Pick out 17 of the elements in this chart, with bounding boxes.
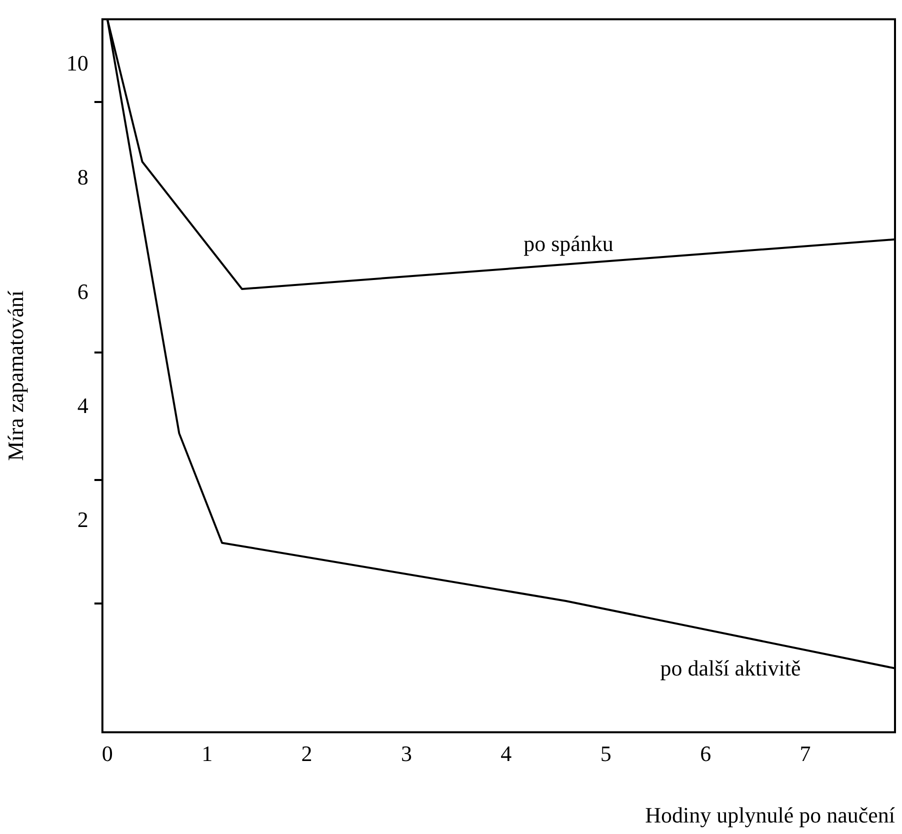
y-tick-label: 10 (66, 50, 88, 76)
x-tick-label: 4 (500, 741, 512, 766)
x-tick-label: 2 (301, 741, 312, 766)
series-label: po spánku (524, 230, 614, 256)
series-label: po další aktivitě (660, 655, 801, 680)
y-tick-label: 8 (77, 164, 88, 190)
y-tick-label: 2 (77, 506, 88, 532)
x-tick-label: 3 (400, 741, 412, 766)
x-tick-label: 6 (700, 741, 712, 766)
y-tick-label: 6 (77, 278, 88, 304)
x-tick-label: 0 (102, 741, 113, 766)
y-axis-title: Míra zapamatování (2, 290, 28, 461)
y-tick-label: 4 (77, 392, 88, 418)
x-tick-label: 1 (202, 741, 213, 766)
x-tick-label: 7 (800, 741, 811, 766)
x-axis-title: Hodiny uplynulé po naučení (645, 802, 895, 828)
x-tick-label: 5 (600, 741, 612, 766)
